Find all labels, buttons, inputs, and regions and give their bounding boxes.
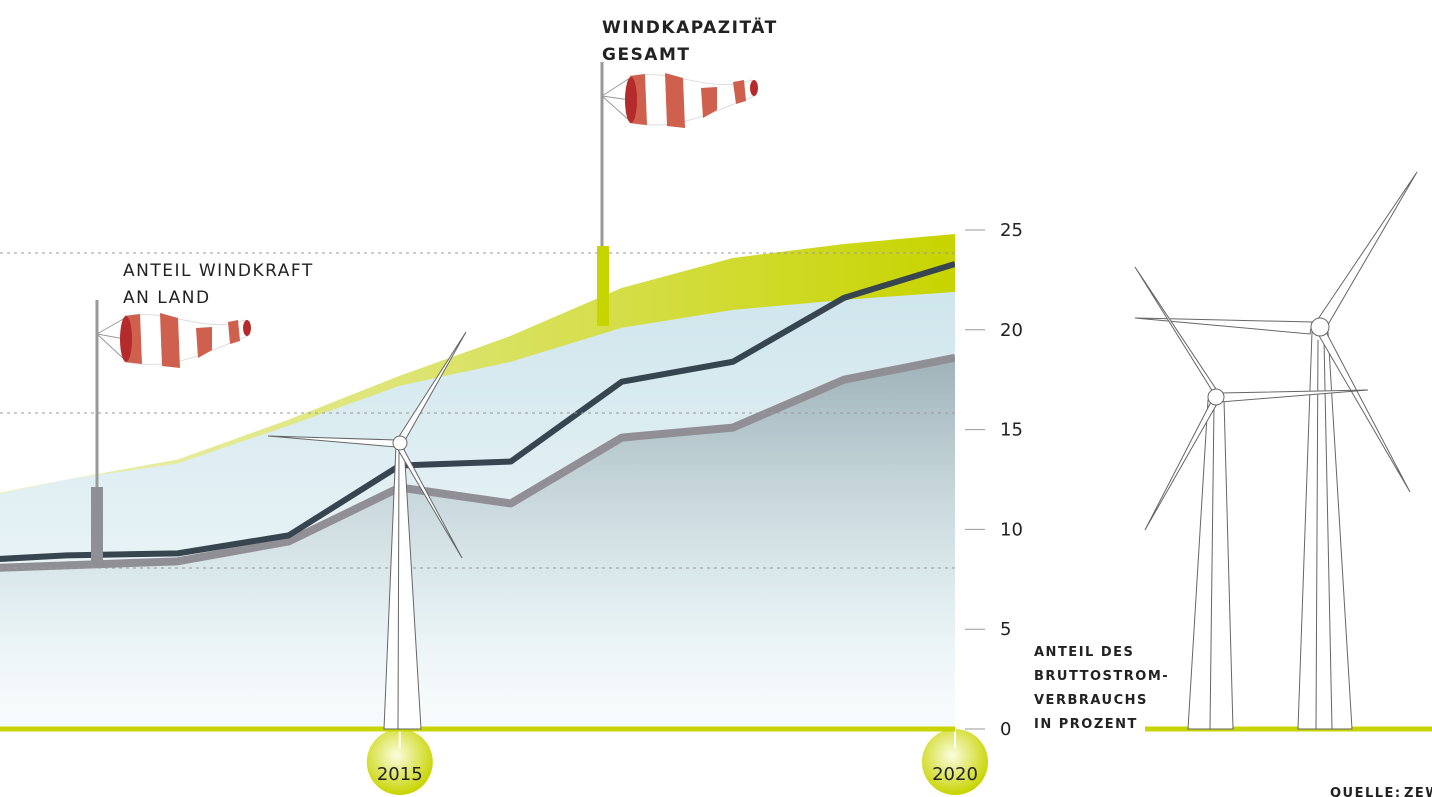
- source: ZEW: [1404, 786, 1432, 797]
- x-tick-label: 2015: [377, 764, 423, 785]
- windsock: [96, 313, 251, 368]
- wind-turbine: [1134, 266, 1369, 730]
- pole: [597, 246, 609, 326]
- axis-label: BRUTTOSTROM-: [1034, 669, 1169, 684]
- line: [0, 353, 955, 572]
- year-circle: [922, 729, 988, 795]
- y-tick-label: 5: [1000, 619, 1011, 640]
- annotation: WINDKAPAZITÄT: [602, 16, 778, 38]
- y-tick-label: 10: [1000, 519, 1023, 540]
- annotation: AN LAND: [123, 288, 211, 308]
- axis-label: ANTEIL DES: [1034, 645, 1134, 660]
- y-tick-label: 25: [1000, 220, 1023, 241]
- annotation: ANTEIL WINDKRAFT: [123, 261, 314, 281]
- wind-turbine: [267, 331, 467, 730]
- pole: [91, 487, 103, 565]
- plot-area: [0, 233, 955, 729]
- x-tick-label: 2020: [932, 764, 978, 785]
- source-label: QUELLE:: [1330, 786, 1402, 797]
- year-circle: [366, 729, 433, 795]
- axis-label: IN PROZENT: [1034, 717, 1138, 732]
- y-tick-label: 15: [1000, 420, 1023, 441]
- decoration: [0, 62, 1432, 732]
- area: [0, 357, 955, 729]
- annotation: GESAMT: [602, 45, 690, 65]
- y-tick-label: 0: [1000, 719, 1011, 740]
- windsock: [601, 73, 758, 128]
- y-tick-label: 20: [1000, 320, 1023, 341]
- labels: 0 5 10 15 20 25 2015 2020 ANTEIL WINDKRAFT AN LAN…: [123, 16, 1432, 797]
- wind-turbine: [1134, 171, 1418, 730]
- line: [0, 261, 955, 562]
- axis-label: VERBRAUCHS: [1034, 693, 1148, 708]
